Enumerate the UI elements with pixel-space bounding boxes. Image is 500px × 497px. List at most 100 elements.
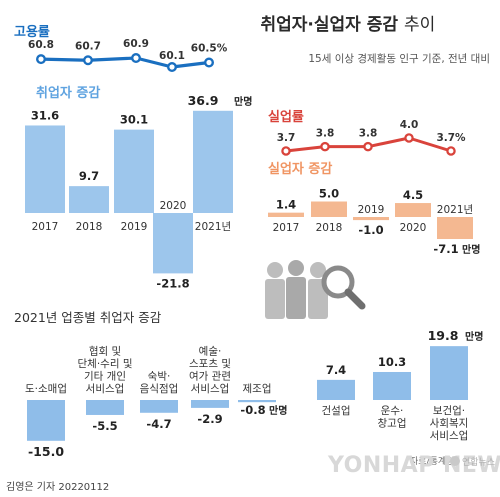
- employment-rate-value-label: 60.8: [28, 39, 54, 51]
- unemployment-rate-label: 실업률: [268, 109, 304, 125]
- unemployed-change-tick-label: 2018: [316, 222, 343, 234]
- employed-change-bar: [69, 186, 109, 213]
- logo-text: 연합뉴스: [462, 457, 495, 468]
- chart-title: 취업자·실업자 증감: [261, 14, 399, 35]
- yonhap-logo: 연합뉴스: [450, 456, 495, 468]
- industry-change-bar: [140, 400, 178, 413]
- unemployed-change-value-label: 1.4: [276, 198, 296, 212]
- industry-category-label: 서비스업: [430, 429, 469, 442]
- employed-change-tick-label: 2017: [32, 221, 59, 233]
- employed-change-tick-label: 2021년: [195, 221, 231, 233]
- industry-value-label: -0.8: [240, 403, 265, 417]
- employed-change-value-label: 36.9: [188, 93, 219, 108]
- people-magnifier-illustration: [265, 260, 366, 319]
- industry-value-label: 7.4: [326, 363, 346, 377]
- industry-change-bar: [373, 371, 411, 400]
- industry-chart-title: 2021년 업종별 취업자 증감: [14, 310, 162, 325]
- unemployed-change-value-label: 5.0: [319, 187, 339, 201]
- industry-value-label: -5.5: [92, 419, 117, 433]
- industry-category-label: 기타 개인: [84, 371, 126, 383]
- chart-subtitle: 15세 이상 경제활동 인구 기준, 전년 대비: [308, 52, 490, 65]
- industry-category-label: 제조업: [243, 382, 272, 395]
- employment-rate-point: [203, 57, 214, 68]
- industry-change-bar: [317, 379, 355, 400]
- unemployed-change-label: 실업자 증감: [268, 161, 332, 177]
- unemployment-rate-value-label: 3.8: [316, 128, 335, 140]
- industry-value-label: -15.0: [28, 444, 64, 459]
- unemployment-rate-value-label: 4.0: [400, 119, 419, 131]
- employment-rate-point: [166, 62, 177, 73]
- employed-change-bar: [193, 110, 233, 213]
- industry-category-label: 사회복지: [430, 418, 469, 430]
- unemployed-change-bar: [353, 217, 389, 221]
- unemployment-rate-value-label: 3.8: [359, 128, 378, 140]
- employment-rate-value-label: 60.1: [159, 50, 185, 62]
- employment-rate-line-chart: 60.8 60.7 60.9 60.1 60.5%: [28, 38, 228, 73]
- industry-category-label: 협회 및: [89, 345, 121, 358]
- industry-category-label: 창고업: [378, 417, 407, 430]
- unemployed-change-bar-chart: 1.4 2017 5.0 2018 2019 -1.0 4.5 2020 2021년 -7.1 만명: [268, 187, 480, 256]
- employed-change-bar: [114, 129, 154, 213]
- industry-category-label: 단체·수리 및: [78, 358, 133, 370]
- employed-change-value-label: 30.1: [120, 113, 148, 127]
- unemployment-rate-value-label: 3.7: [277, 132, 296, 144]
- unemployed-change-tick-label: 2019: [358, 204, 385, 216]
- industry-category-label: 서비스업: [191, 382, 230, 395]
- unemployed-change-bar: [437, 217, 473, 240]
- unemployed-change-unit: 만명: [462, 243, 480, 256]
- industry-change-bar: [238, 400, 276, 403]
- byline: 김영은 기자 20220112: [6, 481, 109, 493]
- employed-change-bar: [25, 125, 65, 213]
- industry-category-label: 보건업·: [433, 404, 465, 417]
- employed-change-label: 취업자 증감: [36, 85, 100, 101]
- employed-change-value-label: 31.6: [31, 108, 59, 122]
- unemployed-change-bar: [268, 212, 304, 217]
- industry-change-bar: [191, 400, 229, 408]
- watermark: YONHAP NEWS: [327, 453, 500, 478]
- unemployment-rate-point: [320, 141, 330, 152]
- unemployment-rate-point: [404, 133, 414, 143]
- unemployment-rate-point: [446, 146, 456, 156]
- industry-category-label: 예술·: [199, 345, 222, 358]
- employed-change-bar: [153, 213, 193, 274]
- employed-change-value-label: 9.7: [79, 169, 99, 183]
- unemployed-change-value-label: -7.1: [433, 242, 458, 256]
- unemployment-rate-line-chart: 3.7 3.8 3.8 4.0 3.7%: [277, 119, 466, 156]
- industry-category-label: 음식점업: [140, 382, 179, 395]
- source-note: 자료/통계청: [410, 455, 454, 467]
- industry-value-unit: 만명: [465, 330, 483, 343]
- industry-category-label: 도·소매업: [25, 382, 67, 395]
- industry-category-label: 스포츠 및: [189, 358, 231, 370]
- industry-value-label: 10.3: [378, 355, 406, 369]
- unemployed-change-value-label: 4.5: [403, 188, 423, 202]
- industry-category-label: 건설업: [322, 404, 351, 417]
- unemployed-change-value-label: -1.0: [358, 223, 383, 237]
- unemployed-change-bar: [395, 203, 431, 217]
- industry-category-label: 여가 관련: [189, 371, 231, 383]
- industry-value-label: -2.9: [197, 412, 222, 426]
- employment-rate-label: 고용률: [14, 24, 50, 40]
- employment-rate-point: [82, 55, 93, 66]
- chart-title-suffix: 추이: [404, 15, 435, 35]
- unemployment-rate-value-label: 3.7%: [436, 132, 466, 144]
- employed-change-tick-label: 2020: [160, 200, 187, 212]
- employment-rate-value-label: 60.7: [75, 40, 101, 52]
- unemployed-change-tick-label: 2017: [273, 222, 300, 234]
- industry-change-bar: [430, 346, 468, 400]
- employment-rate-point: [36, 54, 47, 65]
- employed-change-unit: 만명: [234, 95, 252, 108]
- employed-change-tick-label: 2019: [121, 221, 148, 233]
- employed-change-bar-chart: 31.6 2017 9.7 2018 30.1 2019 2020 -21.8 36.9 만명 20…: [25, 93, 252, 290]
- unemployed-change-bar: [311, 201, 347, 217]
- unemployment-rate-point: [363, 141, 373, 152]
- industry-category-label: 숙박·: [148, 371, 171, 383]
- employed-change-value-label: -21.8: [156, 276, 189, 290]
- industry-value-label: -4.7: [146, 417, 171, 431]
- industry-change-bar: [27, 400, 65, 441]
- industry-change-bar: [86, 400, 124, 415]
- unemployed-change-tick-label: 2020: [400, 222, 427, 234]
- employed-change-tick-label: 2018: [76, 221, 103, 233]
